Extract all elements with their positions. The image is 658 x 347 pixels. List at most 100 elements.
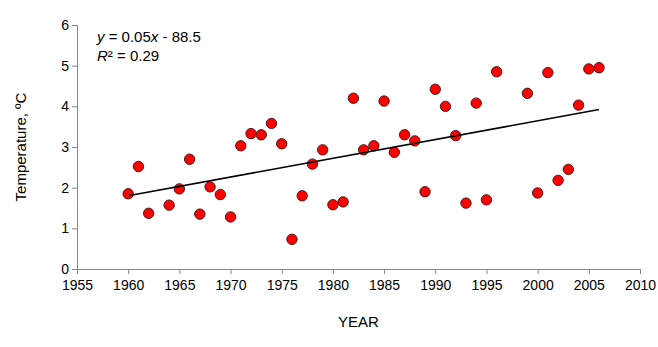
- point: [491, 67, 501, 77]
- x-axis: 1955 1960 1965 1970 1975 1980 1985 1990 1995 2000…: [62, 269, 656, 293]
- point: [225, 212, 235, 222]
- point: [328, 200, 338, 210]
- y-tick: 5: [61, 58, 77, 74]
- y-tick: 0: [61, 261, 77, 277]
- y-tick-label: 0: [61, 261, 69, 277]
- point: [430, 84, 440, 94]
- point: [307, 159, 317, 169]
- x-tick-mark: [486, 269, 487, 274]
- x-tick-mark: [333, 269, 334, 274]
- annotation: R² = 0.29: [97, 47, 159, 64]
- y-tick-label: 1: [61, 220, 69, 236]
- y-tick-mark: [72, 66, 77, 67]
- x-tick-mark: [538, 269, 539, 274]
- point: [522, 88, 532, 98]
- point: [184, 154, 194, 164]
- x-tick-label: 1985: [369, 277, 400, 293]
- y-tick-label: 4: [61, 98, 69, 114]
- x-tick-mark: [640, 269, 641, 274]
- x-tick-label: 2010: [625, 277, 656, 293]
- x-tick-label: 1960: [113, 277, 144, 293]
- x-axis-title: YEAR: [338, 313, 379, 330]
- x-tick-mark: [128, 269, 129, 274]
- point: [584, 64, 594, 74]
- x-tick: 1970: [215, 269, 246, 293]
- x-tick-mark: [384, 269, 385, 274]
- point: [133, 161, 143, 171]
- x-tick-label: 1990: [420, 277, 451, 293]
- point: [348, 93, 358, 103]
- x-tick-mark: [179, 269, 180, 274]
- y-tick-label: 3: [61, 139, 69, 155]
- y-tick: 2: [61, 180, 77, 196]
- point: [543, 67, 553, 77]
- y-tick: 3: [61, 139, 77, 155]
- point: [123, 189, 133, 199]
- x-tick-mark: [435, 269, 436, 274]
- y-tick-label: 6: [61, 17, 69, 33]
- point: [553, 175, 563, 185]
- x-tick-mark: [231, 269, 232, 274]
- x-tick-label: 1980: [318, 277, 349, 293]
- point: [471, 98, 481, 108]
- point: [246, 128, 256, 138]
- x-axis-line: [78, 270, 641, 275]
- point: [389, 147, 399, 157]
- y-tick-mark: [72, 25, 77, 26]
- point: [563, 164, 573, 174]
- point: [338, 197, 348, 207]
- y-tick: 4: [61, 98, 77, 114]
- chart: 1955 1960 1965 1970 1975 1980 1985 1990 1995 2000…: [0, 0, 658, 347]
- point: [461, 198, 471, 208]
- y-axis-title: Temperature, ºC: [12, 92, 29, 201]
- point: [573, 100, 583, 110]
- x-tick: 1965: [164, 269, 195, 293]
- x-tick: 1960: [113, 269, 144, 293]
- y-tick-mark: [72, 188, 77, 189]
- scatter-series: [123, 63, 604, 245]
- x-tick-label: 1955: [62, 277, 93, 293]
- x-tick-label: 2000: [523, 277, 554, 293]
- y-tick: 6: [61, 17, 77, 33]
- point: [440, 101, 450, 111]
- point: [420, 187, 430, 197]
- point: [256, 130, 266, 140]
- y-axis-line: [72, 26, 78, 270]
- y-axis: 0 1 2 3 4 5 6: [61, 17, 77, 277]
- point: [266, 118, 276, 128]
- annotations: y = 0.05x - 88.5 R² = 0.29: [96, 28, 201, 64]
- x-tick: 2005: [574, 269, 605, 293]
- y-tick-mark: [72, 269, 77, 270]
- point: [143, 208, 153, 218]
- point: [195, 209, 205, 219]
- point: [297, 191, 307, 201]
- point: [164, 200, 174, 210]
- x-tick-label: 2005: [574, 277, 605, 293]
- point: [215, 189, 225, 199]
- x-tick-label: 1995: [471, 277, 502, 293]
- marks: [123, 63, 604, 245]
- point: [594, 63, 604, 73]
- x-tick: 1990: [420, 269, 451, 293]
- plot-area: 1955 1960 1965 1970 1975 1980 1985 1990 1995 2000…: [61, 17, 656, 293]
- x-tick: 1985: [369, 269, 400, 293]
- x-tick-mark: [589, 269, 590, 274]
- x-tick: 1975: [267, 269, 298, 293]
- y-tick-mark: [72, 106, 77, 107]
- point: [236, 141, 246, 151]
- annotation: y = 0.05x - 88.5: [96, 28, 201, 45]
- x-tick: 2000: [523, 269, 554, 293]
- point: [317, 145, 327, 155]
- y-tick-mark: [72, 228, 77, 229]
- y-tick-label: 5: [61, 58, 69, 74]
- x-tick-label: 1970: [215, 277, 246, 293]
- y-tick-label: 2: [61, 180, 69, 196]
- point: [532, 188, 542, 198]
- x-tick: 2010: [625, 269, 656, 293]
- x-tick-mark: [282, 269, 283, 274]
- x-tick-label: 1975: [267, 277, 298, 293]
- point: [481, 195, 491, 205]
- point: [379, 96, 389, 106]
- x-tick-label: 1965: [164, 277, 195, 293]
- point: [287, 234, 297, 244]
